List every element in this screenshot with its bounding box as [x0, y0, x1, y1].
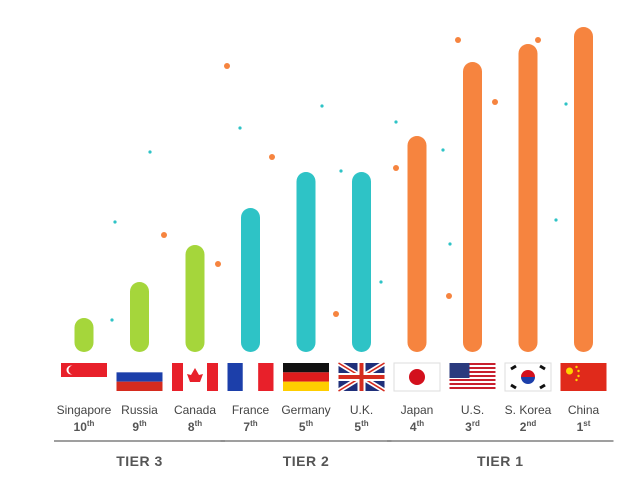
bar [574, 27, 593, 352]
flag-part [242, 363, 259, 391]
flag [61, 363, 107, 391]
flag-part [258, 363, 274, 391]
flag-part [61, 377, 107, 391]
flag-part [449, 363, 470, 378]
rank-number: 9 [132, 420, 139, 434]
flag-part [283, 363, 329, 373]
bar [296, 172, 316, 352]
flag-part [566, 367, 573, 375]
flag [283, 363, 329, 391]
flag-part [560, 363, 607, 391]
flag-part [449, 379, 496, 381]
bar [352, 172, 371, 352]
flag-part [283, 372, 329, 382]
bar [463, 62, 482, 352]
tier-label: TIER 1 [477, 453, 524, 469]
rank-suffix: th [306, 419, 314, 428]
flag [172, 363, 218, 391]
rank-label: 4th [410, 419, 424, 434]
country-name: France [232, 403, 270, 417]
rank-suffix: th [361, 419, 369, 428]
country-name: Russia [121, 403, 158, 417]
flag-part [510, 364, 546, 390]
flag-part [116, 363, 163, 373]
country-name: U.K. [350, 403, 373, 417]
flag-part [449, 383, 496, 385]
rank-number: 5 [354, 420, 361, 434]
rank-label: 9th [132, 419, 146, 434]
flag [504, 362, 552, 392]
flag-part [449, 367, 496, 369]
flag-part [409, 369, 425, 385]
tier-label: TIER 3 [116, 453, 163, 469]
flag-part [187, 368, 203, 382]
flag-part [575, 365, 578, 369]
tier-label: TIER 2 [283, 453, 330, 469]
rank-label: 3rd [465, 419, 480, 434]
flag-part [68, 365, 78, 375]
flag [560, 363, 607, 391]
rank-suffix: th [250, 419, 258, 428]
flag [449, 363, 496, 389]
flag [227, 363, 274, 391]
rank-number: 3 [465, 420, 472, 434]
rank-suffix: rd [472, 419, 480, 428]
rank-suffix: th [87, 419, 95, 428]
flag-part [338, 375, 385, 379]
rank-label: 7th [243, 419, 257, 434]
rank-number: 10 [74, 420, 88, 434]
flag [116, 363, 163, 391]
rank-suffix: nd [526, 419, 536, 428]
rank-label: 10th [74, 419, 95, 434]
flag-part [207, 363, 218, 391]
rank-suffix: th [417, 419, 425, 428]
flag-part [227, 363, 243, 391]
rank-number: 1 [577, 420, 584, 434]
flag [337, 360, 386, 394]
decorative-dots [110, 37, 568, 322]
country-name: China [568, 403, 600, 417]
bar [407, 136, 427, 352]
bar [130, 282, 149, 352]
flag-part [521, 370, 535, 377]
flag-part [449, 371, 496, 373]
rank-label: 5th [354, 419, 368, 434]
flag-part [449, 375, 496, 377]
bar [241, 208, 260, 352]
bar [518, 44, 538, 352]
rank-suffix: st [583, 419, 590, 428]
rank-number: 4 [410, 420, 417, 434]
rank-number: 7 [243, 420, 250, 434]
flag-part [449, 365, 496, 367]
country-name: S. Korea [505, 403, 552, 417]
flag-part [283, 381, 329, 391]
flag [393, 362, 441, 392]
flag-part [449, 387, 496, 389]
country-name: Germany [281, 403, 330, 417]
country-name: Singapore [57, 403, 112, 417]
rank-label: 8th [188, 419, 202, 434]
flag-part [116, 372, 163, 382]
flag-part [577, 369, 580, 373]
rank-number: 8 [188, 420, 195, 434]
flag-part [575, 378, 578, 382]
bar [74, 318, 94, 352]
rank-number: 5 [299, 420, 306, 434]
rank-label: 2nd [520, 419, 537, 434]
country-name: Canada [174, 403, 216, 417]
country-name: U.S. [461, 403, 484, 417]
rank-label: 5th [299, 419, 313, 434]
flag-part [521, 377, 535, 384]
rank-suffix: th [195, 419, 203, 428]
flag-part [172, 363, 183, 391]
country-name: Japan [401, 403, 434, 417]
flag-part [116, 381, 163, 391]
rank-suffix: th [139, 419, 147, 428]
bar [185, 245, 205, 352]
flag-part [449, 363, 496, 365]
rank-number: 2 [520, 420, 527, 434]
flag-part [577, 374, 580, 378]
rank-label: 1st [577, 419, 591, 434]
